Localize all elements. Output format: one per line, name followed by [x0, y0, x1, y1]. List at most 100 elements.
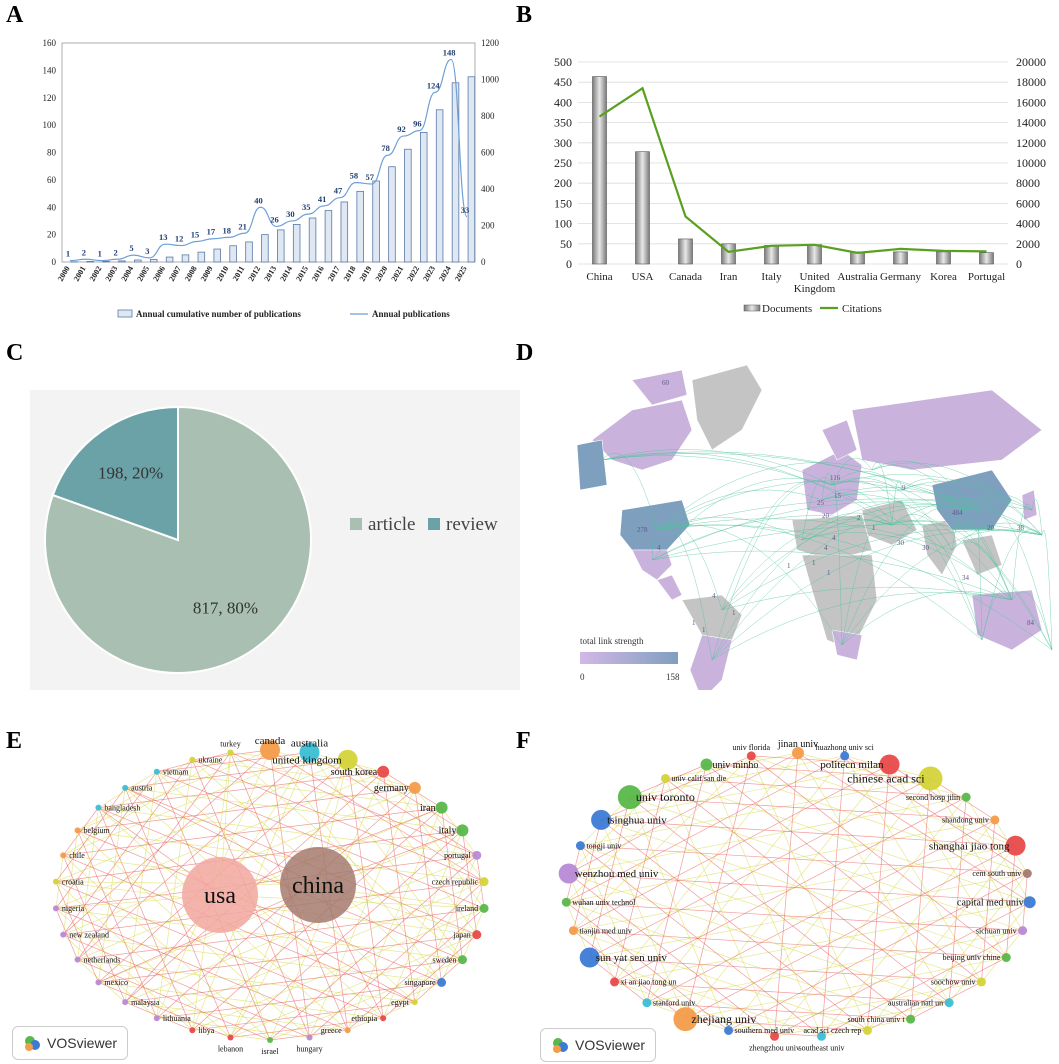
data-label: 78 — [381, 143, 390, 153]
node-label: capital med univ — [957, 898, 1024, 909]
map-label: 20 — [987, 524, 995, 532]
bar-cumulative — [261, 234, 269, 263]
collab-link — [831, 457, 873, 486]
y-tick-left: 80 — [47, 148, 57, 158]
network-link — [156, 752, 310, 773]
plot-frame — [61, 42, 476, 263]
bar-cumulative — [340, 201, 349, 263]
node-label: portugal — [444, 851, 471, 860]
network-link — [192, 759, 485, 882]
x-tick: 2018 — [342, 265, 358, 283]
bar-cumulative — [420, 132, 428, 263]
data-label: 1 — [66, 249, 70, 259]
node-label: japan — [452, 930, 470, 939]
bar-documents — [678, 238, 693, 265]
panel-letter-b: B — [516, 2, 533, 28]
network-link — [589, 797, 631, 958]
x-tick: Portugal — [968, 271, 1005, 283]
collab-link — [901, 481, 1043, 536]
country-usa — [619, 499, 691, 551]
node-univ-calif-san-die — [660, 773, 670, 783]
collab-link — [1041, 529, 1053, 651]
collab-link — [656, 462, 873, 531]
node-greece — [344, 1027, 351, 1034]
collab-link — [656, 516, 803, 541]
node-label: south china univ t — [847, 1015, 905, 1024]
x-tick: 2001 — [72, 265, 88, 283]
network-link — [156, 759, 193, 1019]
x-tick: China — [586, 271, 612, 283]
map-label: 25 — [817, 499, 825, 507]
node-ireland — [479, 903, 489, 913]
node-ethiopia — [380, 1015, 387, 1022]
network-link — [98, 884, 319, 983]
network-link — [156, 771, 442, 808]
bar-cumulative — [324, 210, 333, 263]
y-tick-right: 0 — [1016, 257, 1022, 271]
data-label: 92 — [397, 124, 406, 134]
node-label: china — [292, 873, 344, 899]
network-link — [706, 764, 1028, 874]
bar-cumulative — [213, 248, 221, 263]
network-link — [629, 797, 729, 1031]
node-south-china-univ-t — [906, 1014, 916, 1024]
x-tick: Australia — [837, 271, 877, 283]
data-label: 30 — [286, 209, 295, 219]
x-tick: Iran — [720, 271, 738, 283]
node-sweden — [457, 955, 467, 965]
node-iran — [435, 801, 448, 814]
node-canada — [260, 740, 280, 760]
network-link — [665, 778, 950, 1004]
node-label: bangladesh — [104, 803, 140, 812]
node-australian-natl-un — [944, 998, 954, 1008]
network-link — [797, 752, 950, 1003]
collab-link — [981, 529, 1043, 641]
collab-link — [711, 592, 1013, 661]
network-link — [77, 830, 442, 983]
network-link — [614, 752, 799, 983]
node-label: shanghai jiao tong — [929, 840, 1010, 852]
node-label: iran — [420, 803, 436, 814]
node-label: ireland — [456, 904, 478, 913]
network-link — [55, 854, 477, 909]
network-link — [948, 901, 1030, 1003]
country-russia — [851, 389, 1043, 471]
legend-swatch-bar — [117, 309, 133, 318]
node-label: sun yat sen univ — [596, 952, 668, 964]
legend-gradient — [580, 652, 678, 664]
y-tick-left: 50 — [560, 237, 572, 251]
bar-cumulative — [245, 241, 253, 263]
node-label: second hosp jilin — [906, 793, 960, 802]
x-tick: 2022 — [405, 265, 421, 283]
pie-label: 817, 80% — [193, 598, 258, 617]
collab-link — [841, 519, 893, 646]
node-wenzhou-med-univ — [558, 863, 579, 884]
map-label: 30 — [897, 539, 905, 547]
legend-swatch — [428, 518, 440, 530]
legend-max: 158 — [666, 672, 680, 682]
network-link — [568, 778, 666, 874]
data-label: 33 — [461, 205, 470, 215]
x-tick: United — [800, 271, 830, 283]
node-label: xi an jiao tong un — [621, 978, 677, 987]
network-link — [774, 1002, 950, 1037]
node-label: nigeria — [62, 904, 85, 913]
network-link — [600, 755, 752, 821]
collab-link — [601, 452, 893, 526]
node-label: canada — [255, 735, 286, 747]
network-link — [568, 873, 950, 1004]
collab-link — [841, 591, 1013, 646]
node-label: zhengzhou univ — [749, 1043, 800, 1052]
network-link — [750, 755, 868, 1031]
y-tick-right: 1000 — [481, 75, 500, 85]
network-link — [573, 819, 602, 931]
bar-documents — [893, 251, 908, 265]
bar-cumulative — [102, 260, 110, 263]
data-label: 124 — [427, 80, 441, 90]
network-link — [774, 752, 799, 1037]
node-label: huazhong univ sci — [816, 743, 875, 752]
collab-link — [841, 505, 975, 646]
node-cent-south-univ — [1022, 868, 1032, 878]
network-link — [910, 873, 1028, 1020]
node-chinese-acad-sci — [918, 766, 943, 791]
